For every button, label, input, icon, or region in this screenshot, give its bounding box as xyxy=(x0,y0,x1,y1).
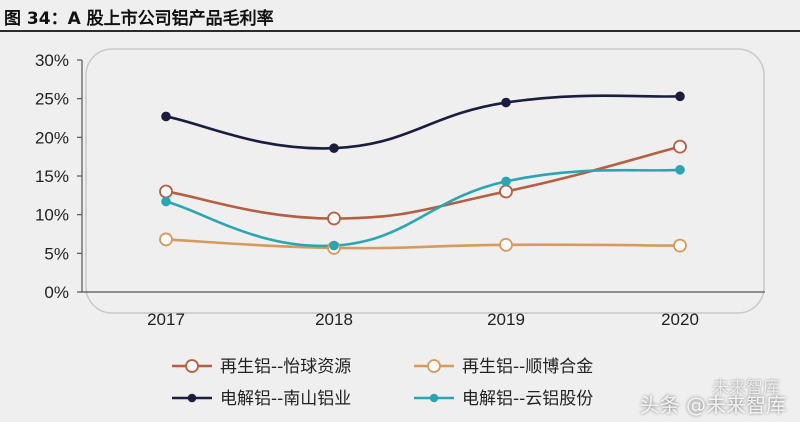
series-1-point xyxy=(328,213,340,225)
x-tick-label: 2020 xyxy=(661,310,699,329)
series-4-point xyxy=(676,166,685,175)
series-line-1 xyxy=(166,147,680,219)
x-tick-label: 2019 xyxy=(487,310,525,329)
series-1-point xyxy=(500,185,512,197)
legend-marker-2 xyxy=(428,360,440,372)
y-tick-label: 5% xyxy=(44,244,69,263)
series-3-point xyxy=(676,92,685,101)
y-tick-label: 30% xyxy=(35,51,69,70)
legend-marker-4 xyxy=(430,394,439,403)
series-4-point xyxy=(330,241,339,250)
series-2-point xyxy=(500,239,512,251)
series-3-point xyxy=(330,144,339,153)
series-3-point xyxy=(162,112,171,121)
series-2-point xyxy=(160,233,172,245)
legend-label-3: 电解铝--南山铝业 xyxy=(220,389,351,409)
series-3-point xyxy=(502,98,511,107)
series-line-2 xyxy=(166,239,680,248)
legend-label-4: 电解铝--云铝股份 xyxy=(462,389,593,409)
plot-frame xyxy=(86,49,764,313)
x-tick-label: 2018 xyxy=(315,310,353,329)
series-1-point xyxy=(160,185,172,197)
y-tick-label: 15% xyxy=(35,167,69,186)
y-tick-label: 0% xyxy=(44,283,69,302)
y-tick-label: 20% xyxy=(35,128,69,147)
series-2-point xyxy=(674,240,686,252)
legend-marker-1 xyxy=(186,360,198,372)
y-tick-label: 25% xyxy=(35,90,69,109)
series-4-point xyxy=(162,197,171,206)
legend-label-1: 再生铝--怡球资源 xyxy=(220,357,351,377)
series-4-point xyxy=(502,177,511,186)
legend-marker-3 xyxy=(188,394,197,403)
series-1-point xyxy=(674,141,686,153)
watermark-text: 头条 @未来智库 xyxy=(640,389,786,418)
series-line-3 xyxy=(166,96,680,149)
y-tick-label: 10% xyxy=(35,206,69,225)
x-tick-label: 2017 xyxy=(147,310,185,329)
legend-label-2: 再生铝--顺博合金 xyxy=(462,357,593,377)
